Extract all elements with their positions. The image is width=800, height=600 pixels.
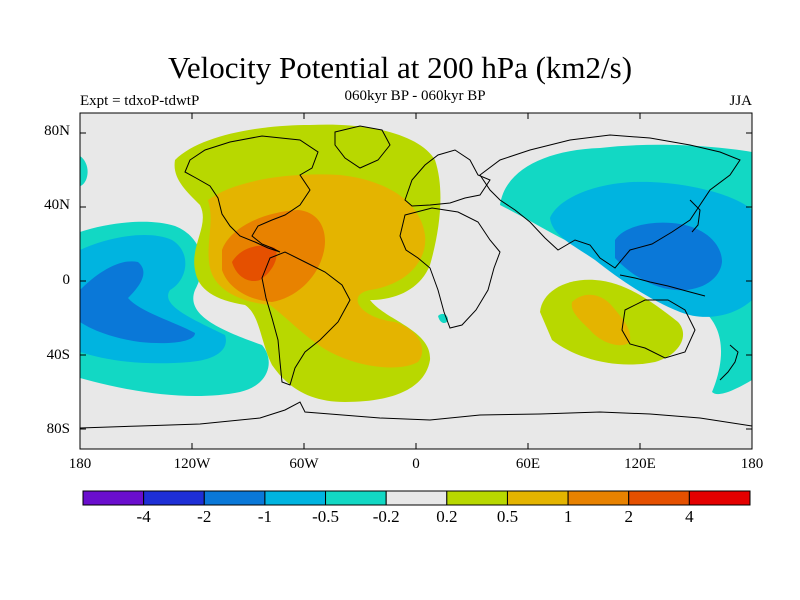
contour-asia-neg1 [615, 222, 722, 291]
season-label: JJA [729, 93, 752, 109]
colorbar-tick-label: -0.5 [312, 507, 339, 526]
colorbar-swatch [446, 490, 508, 506]
colorbar-tick-label: 0.5 [496, 507, 519, 526]
colorbar-tick-label: -0.2 [372, 507, 400, 526]
lon-tick-label: 0 [412, 456, 420, 472]
lon-tick-label: 60E [515, 456, 541, 472]
colorbar-swatch [628, 490, 690, 506]
coastline-north-america [184, 135, 319, 253]
colorbar-swatch [325, 490, 387, 506]
plot-title: Velocity Potential at 200 hPa (km2/s) [167, 50, 633, 85]
coastline-australia [621, 299, 696, 359]
colorbar [82, 490, 751, 506]
coastline-south-america [261, 251, 351, 386]
contour-northeast-pacific-neg02 [80, 156, 88, 186]
lat-tick-label: 0 [62, 272, 71, 288]
contour-pacific-neg1 [80, 261, 195, 344]
colorbar-tick-label: 0.2 [436, 507, 458, 526]
colorbar-swatch [385, 490, 448, 506]
colorbar-tick-label: 4 [685, 507, 694, 526]
coastlines [80, 125, 752, 429]
colorbar-swatch [506, 490, 569, 506]
coastline-europe [404, 149, 491, 207]
colorbar-swatch [203, 490, 266, 506]
lon-tick-label: 60W [289, 456, 319, 472]
colorbar-swatch [688, 490, 751, 506]
plot-subtitle: 060kyr BP - 060kyr BP [344, 88, 486, 104]
map-axis-ticks [80, 113, 752, 449]
lat-tick-label: 40S [46, 346, 70, 363]
contour-indian-ocean-pos05 [571, 294, 631, 346]
colorbar-swatch [143, 490, 205, 506]
lon-tick-label: 120W [173, 456, 211, 472]
colorbar-swatch [264, 490, 327, 506]
colorbar-tick-label: -4 [136, 507, 151, 526]
lon-tick-label: 180 [740, 456, 764, 472]
coastline-antarctica [80, 401, 752, 429]
coastline-asia [479, 134, 741, 269]
coastline-japan [689, 199, 701, 233]
colorbar-tick-label: -2 [197, 507, 212, 526]
coastline-new-zealand [719, 344, 739, 381]
lat-tick-label: 80N [44, 122, 70, 139]
colorbar-tick-label: -1 [257, 507, 272, 526]
lon-tick-label: 120E [624, 456, 656, 472]
colorbar-tick-label: 1 [563, 507, 573, 526]
colorbar-swatch [567, 490, 630, 506]
coastline-africa [399, 207, 501, 329]
contour-americas-pos2 [232, 245, 277, 282]
lat-tick-label: 80S [46, 421, 70, 438]
colorbar-tick-label: 2 [624, 507, 633, 526]
coastline-greenland [334, 125, 391, 169]
lat-tick-label: 40N [44, 197, 70, 214]
experiment-label: Expt = tdxoP-tdwtP [80, 93, 200, 109]
map-plot-area [80, 113, 752, 449]
coastline-maritime-continent [619, 274, 706, 297]
lon-tick-label: 180 [68, 456, 92, 472]
colorbar-swatch [82, 490, 145, 506]
